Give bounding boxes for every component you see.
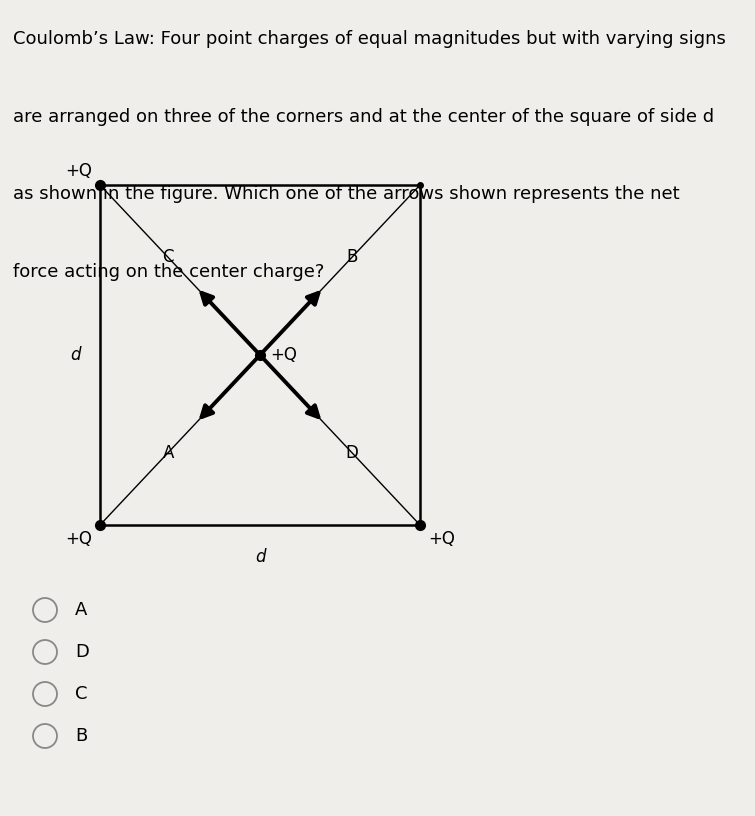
- Text: A: A: [75, 601, 88, 619]
- Text: as shown in the figure. Which one of the arrows shown represents the net: as shown in the figure. Which one of the…: [13, 185, 680, 203]
- Text: C: C: [75, 685, 88, 703]
- Text: are arranged on three of the corners and at the center of the square of side d: are arranged on three of the corners and…: [13, 108, 714, 126]
- Text: D: D: [75, 643, 89, 661]
- Text: +Q: +Q: [270, 346, 297, 364]
- Text: Coulomb’s Law: Four point charges of equal magnitudes but with varying signs: Coulomb’s Law: Four point charges of equ…: [13, 30, 726, 48]
- Text: C: C: [162, 248, 174, 266]
- Text: force acting on the center charge?: force acting on the center charge?: [13, 263, 325, 281]
- Text: +Q: +Q: [428, 530, 455, 548]
- Text: d: d: [69, 346, 80, 364]
- Text: +Q: +Q: [65, 530, 92, 548]
- Text: d: d: [254, 548, 265, 566]
- Text: B: B: [347, 248, 358, 266]
- Text: B: B: [75, 727, 88, 745]
- Text: D: D: [346, 444, 359, 462]
- Text: A: A: [162, 444, 174, 462]
- Text: +Q: +Q: [65, 162, 92, 180]
